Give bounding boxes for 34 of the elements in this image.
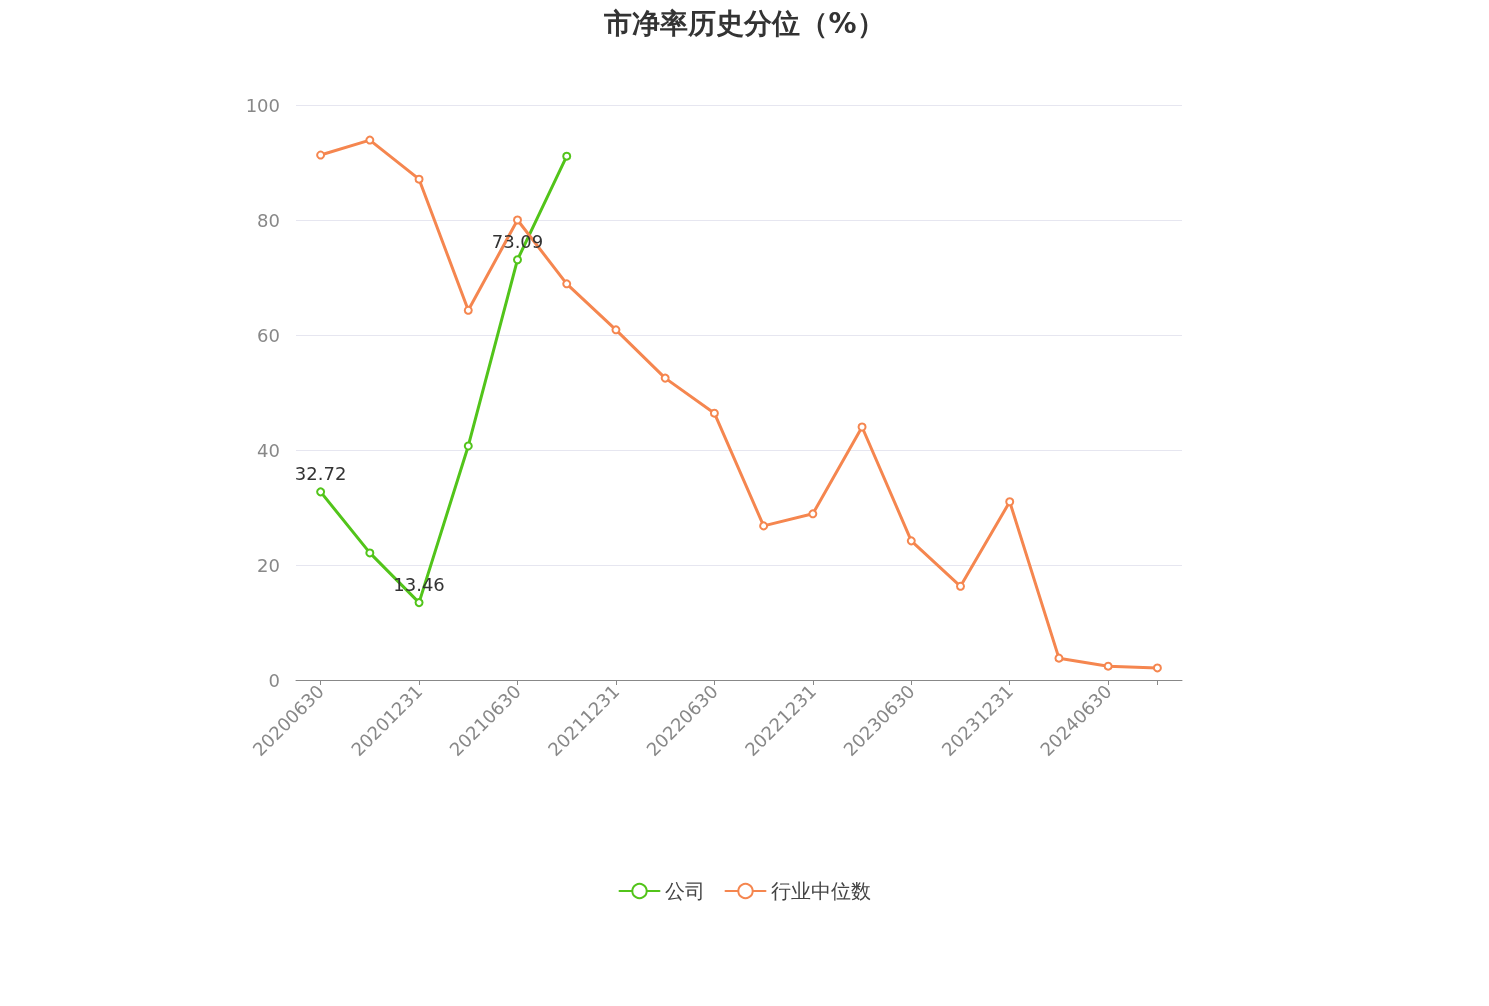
chart-title: 市净率历史分位（%）: [603, 6, 885, 40]
point: [1005, 497, 1015, 507]
point: [857, 422, 867, 432]
point: [660, 373, 670, 383]
point: [709, 408, 719, 418]
legend-label: 行业中位数: [770, 879, 871, 903]
point: [562, 151, 572, 161]
point: [316, 150, 326, 160]
y-tick-label: 80: [257, 209, 280, 231]
point: [414, 174, 424, 184]
point: [956, 581, 965, 591]
point: [611, 325, 621, 335]
point: [316, 487, 326, 497]
y-tick-label: 60: [257, 324, 280, 346]
y-tick-label: 20: [257, 554, 280, 576]
point: [1103, 661, 1113, 671]
y-tick-label: 0: [268, 669, 280, 691]
point: [808, 509, 818, 519]
point: [365, 135, 375, 145]
y-tick-label: 100: [245, 94, 280, 116]
point: [463, 441, 473, 451]
legend-label: 公司: [664, 879, 705, 903]
point: [414, 598, 424, 608]
y-tick-label: 40: [257, 439, 280, 461]
point: [1054, 653, 1064, 663]
point: [365, 548, 375, 558]
point: [759, 521, 769, 531]
point: [513, 255, 522, 265]
point: [906, 536, 916, 546]
point: [513, 215, 522, 225]
point: [562, 279, 572, 289]
point: [1152, 663, 1162, 673]
data-label: 32.72: [294, 462, 347, 484]
point: [463, 305, 473, 315]
